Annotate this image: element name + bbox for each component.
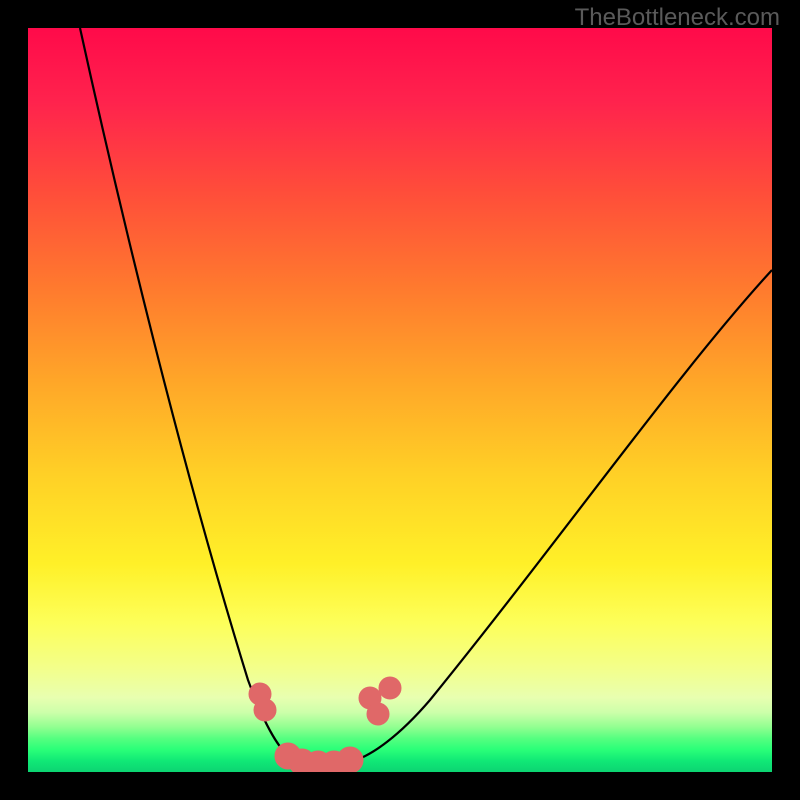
- marker-right: [367, 703, 389, 725]
- marker-right: [379, 677, 401, 699]
- marker-dip: [337, 747, 363, 773]
- bottleneck-chart: [0, 0, 800, 800]
- watermark-text: TheBottleneck.com: [575, 4, 780, 32]
- marker-left: [254, 699, 276, 721]
- gradient-plot-area: [28, 28, 772, 772]
